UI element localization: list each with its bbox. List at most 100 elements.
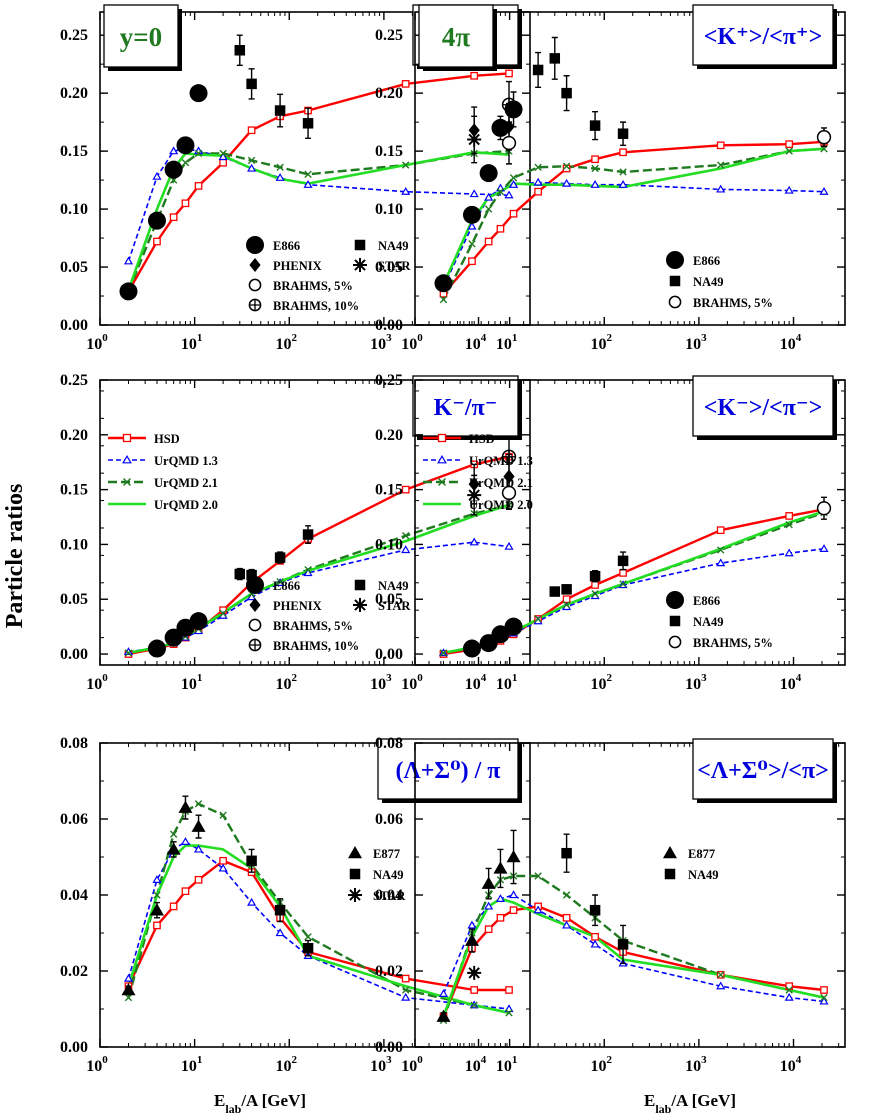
model-point-urqmd-1-3 [401,545,411,554]
model-point-urqmd-1-3 [169,146,179,155]
y-axis-title: Particle ratios [2,484,28,629]
model-point-hsd [194,182,203,190]
model-point-hsd [484,237,493,246]
model-point-urqmd-1-3 [508,890,519,899]
model-point-urqmd-1-3 [469,189,479,198]
series-line-urqmd-1-3 [442,894,825,1003]
data-point-na49 [246,78,257,90]
x-tick-label: 100 [86,672,108,693]
y-tick-label: 0.05 [60,591,88,608]
model-point-urqmd-2-1 [276,163,284,172]
ratio-label: <Λ+Σ⁰>/<π> [697,758,829,784]
model-point-hsd [619,148,627,157]
x-tick-label: 102 [591,1054,613,1075]
model-point-urqmd-2-1 [562,601,571,609]
legend-marker-phenix [249,258,261,272]
data-point-e877 [506,850,521,863]
model-point-urqmd-1-3 [508,180,519,188]
model-point-urqmd-1-3 [303,568,313,577]
tag-box: 4π [418,4,497,71]
model-point-urqmd-2-1 [304,933,312,941]
legend-marker-brahms-5 [248,278,262,292]
legend-label: NA49 [693,615,724,629]
model-point-hsd [505,986,513,994]
model-point-urqmd-1-3 [123,256,134,265]
data-point-e877 [178,800,193,813]
legend-marker-phenix [249,598,261,612]
model-point-urqmd-1-3 [180,837,191,845]
model-point-urqmd-1-3 [590,180,600,188]
model-point-urqmd-1-3 [590,939,600,948]
data-point-na49 [274,105,286,116]
legend-label: BRAHMS, 5% [693,636,773,650]
panel-kminus-y0: 0.00 0.05 0.10 0.15 0.20 0.25 100 101 102 103 104 K… [60,372,531,693]
data-point-brahms-5 [816,130,832,145]
model-point-urqmd-2-1 [247,156,256,165]
model-point-hsd [484,925,493,934]
model-point-urqmd-1-3 [484,192,494,201]
model-legend-marker [122,433,132,443]
legend-label: BRAHMS, 10% [273,639,359,653]
ratio-title-box: K⁻/π⁻ [412,375,522,440]
legend-label: NA49 [688,868,719,882]
data-point-e866 [504,100,523,119]
data-point-e877 [436,1009,451,1022]
x-axis-title-left: Elab/A [GeV] [214,1091,306,1113]
model-point-urqmd-2-1 [401,986,410,994]
data-legend: E877 NA49 STAR [348,846,406,903]
y-tick-label: 0.15 [375,482,403,499]
model-point-urqmd-2-1 [470,1001,478,1009]
legend-label: E877 [373,847,400,861]
legend-label: STAR [378,259,411,273]
data-point-e877 [481,876,496,889]
data-legend: E866 NA49 PHENIX STAR BRAHMS, 5% BRAHMS, 10% [246,236,411,313]
model-point-urqmd-2-1 [591,164,599,173]
x-tick-label: 102 [591,332,613,353]
model-point-urqmd-2-1 [509,174,518,182]
model-point-urqmd-1-3 [784,548,794,557]
data-point-e877 [121,983,136,996]
ratio-label: K⁻/π⁻ [434,395,498,421]
data-point-e866 [189,84,208,103]
ratio-label: <K⁻>/<π⁻> [704,395,823,421]
model-point-urqmd-1-3 [401,992,411,1001]
legend-label: NA49 [373,868,404,882]
x-tick-label: 101 [496,332,518,353]
y-tick-label: 0.04 [375,887,403,904]
legend-marker-na49 [664,868,676,880]
data-point-na49 [589,904,601,916]
x-tick-label: 103 [370,332,392,353]
data-point-na49 [234,45,246,56]
data-point-star [467,132,482,147]
legend-label: NA49 [378,239,409,253]
model-point-urqmd-1-3 [533,177,543,186]
legend-label: E866 [273,579,300,593]
model-legend-label: UrQMD 2.0 [154,498,218,512]
y-tick-label: 0.25 [375,27,403,44]
model-point-urqmd-1-3 [533,905,543,914]
model-point-urqmd-1-3 [716,558,726,567]
x-tick-label: 104 [465,1054,487,1075]
data-point-na49 [561,847,572,859]
model-point-hsd [181,887,190,896]
x-tick-label: 101 [181,672,203,693]
data-legend: E866 NA49 BRAHMS, 5% [666,251,773,310]
ratio-title-box: <Λ+Σ⁰>/<π> [692,738,837,803]
x-tick-label: 100 [401,672,423,693]
series-line-urqmd-1-3 [127,840,510,1010]
model-point-urqmd-2-1 [468,240,476,248]
model-point-hsd [591,155,599,164]
model-point-urqmd-1-3 [819,544,829,552]
model-point-urqmd-2-1 [124,649,133,657]
model-point-hsd [169,213,178,222]
model-point-urqmd-1-3 [247,592,257,601]
legend-marker-na49 [669,275,681,287]
model-point-urqmd-2-1 [276,577,284,586]
model-point-urqmd-2-1 [619,168,627,176]
x-tick-label: 102 [276,1054,298,1075]
model-point-urqmd-1-3 [275,173,285,181]
model-point-urqmd-1-3 [819,996,829,1005]
y-tick-label: 0.06 [375,811,403,828]
model-point-urqmd-2-1 [505,1009,513,1017]
y-tick-label: 0.20 [375,427,403,444]
